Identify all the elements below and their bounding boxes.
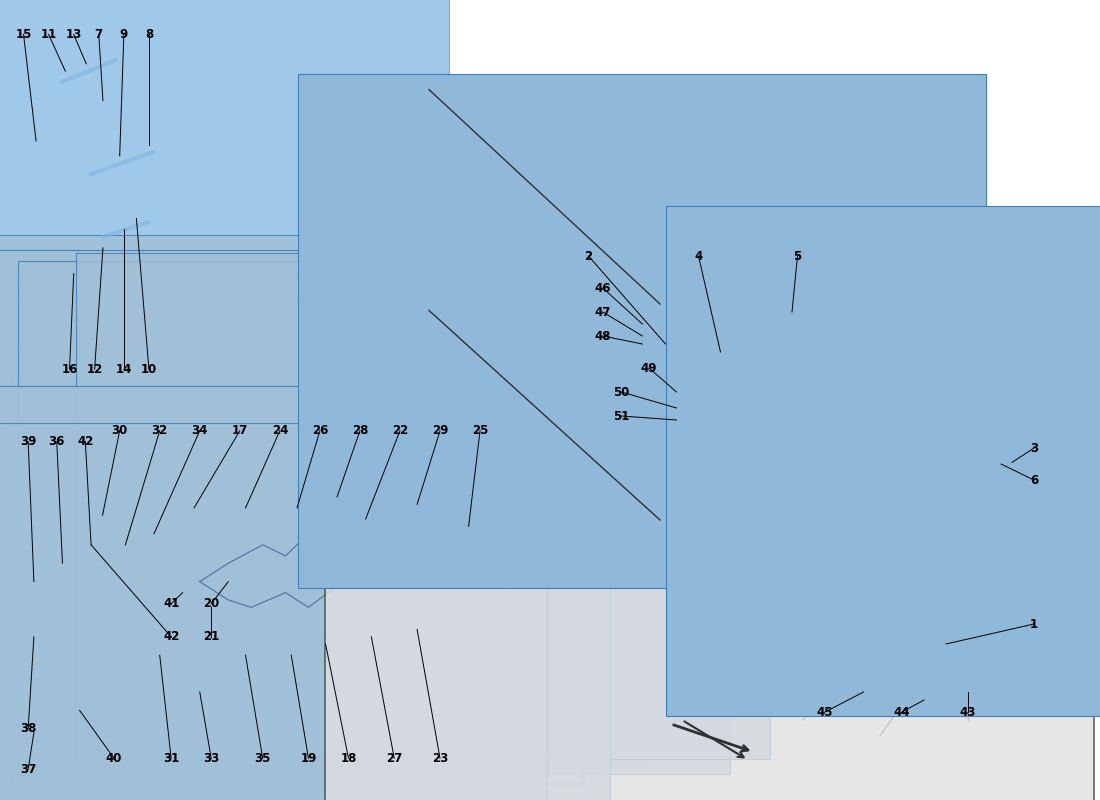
FancyBboxPatch shape — [11, 16, 429, 384]
Text: 38: 38 — [20, 722, 36, 735]
FancyBboxPatch shape — [76, 254, 770, 759]
Text: 19: 19 — [300, 752, 317, 765]
FancyBboxPatch shape — [324, 468, 1094, 800]
Text: 27: 27 — [386, 752, 403, 765]
Text: 23: 23 — [432, 752, 448, 765]
FancyBboxPatch shape — [0, 254, 455, 774]
Text: 16: 16 — [62, 362, 78, 376]
Text: 49: 49 — [640, 362, 658, 374]
Text: 35: 35 — [254, 752, 271, 765]
Polygon shape — [660, 272, 1078, 640]
Text: 21: 21 — [204, 630, 219, 643]
Text: 46: 46 — [595, 282, 612, 294]
FancyBboxPatch shape — [298, 74, 986, 588]
FancyBboxPatch shape — [0, 452, 389, 800]
FancyBboxPatch shape — [0, 279, 407, 800]
Text: 26: 26 — [311, 424, 328, 438]
Text: 31: 31 — [163, 752, 179, 765]
FancyBboxPatch shape — [0, 298, 404, 800]
Text: 45: 45 — [816, 706, 834, 718]
Text: 6: 6 — [1030, 474, 1038, 486]
Text: 3: 3 — [1030, 442, 1038, 454]
Text: europeparts: europeparts — [490, 286, 830, 514]
Text: 7: 7 — [95, 28, 102, 41]
Text: 2: 2 — [584, 250, 593, 262]
Text: 8: 8 — [145, 28, 153, 41]
Text: 42: 42 — [77, 435, 94, 448]
Text: 11: 11 — [41, 28, 57, 41]
Text: 41: 41 — [163, 597, 179, 610]
Text: 47: 47 — [595, 306, 610, 318]
Text: 40: 40 — [106, 752, 122, 765]
Text: 39: 39 — [20, 435, 36, 448]
Text: 5: 5 — [793, 250, 802, 262]
Text: 1085: 1085 — [736, 469, 848, 555]
FancyBboxPatch shape — [19, 261, 730, 774]
Text: 13: 13 — [66, 28, 81, 41]
Text: 12: 12 — [87, 362, 102, 376]
Text: 25: 25 — [472, 424, 488, 438]
FancyBboxPatch shape — [0, 422, 547, 800]
Text: 29: 29 — [432, 424, 448, 438]
Text: 42: 42 — [163, 630, 179, 643]
Polygon shape — [200, 526, 365, 607]
Text: 9: 9 — [120, 28, 128, 41]
FancyBboxPatch shape — [0, 0, 450, 348]
FancyBboxPatch shape — [0, 275, 466, 800]
Text: 24: 24 — [272, 424, 288, 438]
FancyBboxPatch shape — [0, 250, 645, 766]
Text: 18: 18 — [340, 752, 356, 765]
Text: 48: 48 — [595, 330, 612, 342]
Text: 51: 51 — [614, 410, 629, 422]
Text: 43: 43 — [960, 706, 976, 718]
FancyBboxPatch shape — [0, 235, 541, 785]
Text: 33: 33 — [204, 752, 219, 765]
Text: 32: 32 — [152, 424, 168, 438]
Text: 34: 34 — [191, 424, 208, 438]
FancyBboxPatch shape — [0, 272, 513, 800]
Text: 4: 4 — [694, 250, 703, 262]
Text: 37: 37 — [20, 762, 36, 776]
Text: 28: 28 — [352, 424, 368, 438]
Polygon shape — [803, 640, 1012, 704]
FancyBboxPatch shape — [11, 416, 583, 784]
Text: 50: 50 — [614, 386, 629, 398]
Text: 30: 30 — [111, 424, 128, 438]
Text: 44: 44 — [893, 706, 911, 718]
Text: 17: 17 — [232, 424, 248, 438]
Text: 15: 15 — [15, 28, 32, 41]
Text: 10: 10 — [141, 362, 157, 376]
FancyBboxPatch shape — [666, 206, 1100, 716]
Text: 20: 20 — [204, 597, 219, 610]
FancyBboxPatch shape — [0, 386, 609, 800]
Text: 36: 36 — [48, 435, 65, 448]
Text: 14: 14 — [116, 362, 132, 376]
FancyBboxPatch shape — [0, 250, 598, 774]
FancyBboxPatch shape — [0, 386, 507, 800]
Text: 22: 22 — [392, 424, 408, 438]
Text: 1: 1 — [1030, 618, 1038, 630]
